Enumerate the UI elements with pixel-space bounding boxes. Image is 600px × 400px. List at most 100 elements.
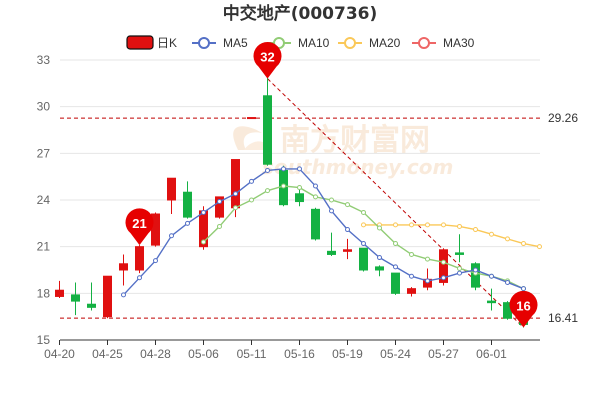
ma10-point: [297, 185, 302, 191]
ma20-point: [393, 222, 398, 228]
legend-label: MA20: [369, 36, 401, 50]
ma5-point: [313, 183, 318, 189]
ma10-point: [265, 188, 270, 194]
ma5-point: [265, 167, 270, 173]
candle: [295, 187, 304, 207]
ma20-line: [363, 224, 540, 248]
ma5-point: [345, 227, 350, 233]
ma10-point: [345, 202, 350, 208]
y-tick-label: 24: [37, 193, 51, 207]
candle-body: [359, 247, 368, 271]
legend-item-ma20[interactable]: MA20: [338, 36, 401, 50]
ma5-point: [521, 286, 526, 292]
ma10-point: [329, 197, 334, 203]
candle-body: [119, 263, 128, 271]
ma5-point: [457, 270, 462, 276]
candle-body: [343, 249, 352, 252]
ma5-point: [473, 267, 478, 273]
ma5-point: [505, 279, 510, 285]
ma5-point: [489, 273, 494, 279]
legend-label: 日K: [157, 36, 177, 50]
candle: [343, 238, 352, 260]
legend-circle-icon: [418, 37, 430, 49]
x-axis: 04-20 04-25 04-28 05-06 05-11 05-16 05-19 05-24…: [44, 339, 540, 361]
ma10-point: [313, 194, 318, 200]
trend-line-segment: [267, 78, 524, 328]
markers: 21 32 16: [125, 41, 538, 328]
ma5-point: [329, 208, 334, 214]
ma5-point: [201, 209, 206, 215]
ma10-point: [201, 239, 206, 245]
y-tick-label: 21: [37, 240, 51, 254]
candle-body: [439, 249, 448, 283]
candle: [87, 282, 96, 311]
ma5-point: [361, 241, 366, 247]
x-tick-label: 05-24: [380, 347, 411, 361]
candle-body: [391, 272, 400, 294]
candle: [167, 177, 176, 214]
legend-item-ma5[interactable]: MA5: [192, 36, 248, 50]
ma10-point: [457, 265, 462, 271]
legend-label: MA10: [298, 36, 330, 50]
x-tick-label: 05-06: [188, 347, 219, 361]
ma5-point: [425, 278, 430, 284]
chart-title: 中交地产(000736): [223, 3, 378, 24]
y-axis: 15 18 21 24 27 30 33: [37, 53, 51, 347]
ma20-point: [537, 244, 542, 250]
candle-body: [183, 191, 192, 218]
x-tick-label: 04-25: [92, 347, 123, 361]
candle-body: [167, 177, 176, 201]
reference-lines: 29.26 16.41: [60, 111, 578, 325]
ma5-point: [233, 191, 238, 197]
candle: [183, 181, 192, 219]
ma5-point: [121, 292, 126, 298]
candle: [455, 234, 464, 263]
ma20-point: [441, 222, 446, 228]
candle-body: [87, 303, 96, 308]
ma20-point: [489, 231, 494, 237]
ma20-point: [457, 223, 462, 229]
watermark-logo-icon: [233, 126, 268, 150]
candle: [407, 287, 416, 297]
candle: [135, 245, 144, 274]
y-tick-label: 15: [37, 333, 51, 347]
candle: [391, 272, 400, 295]
legend-label: MA30: [443, 36, 475, 50]
candle: [55, 280, 64, 298]
candles: [55, 77, 528, 328]
x-tick-label: 06-01: [476, 347, 507, 361]
ma20-point: [361, 222, 366, 228]
candle-body: [103, 275, 112, 318]
candle-body: [263, 95, 272, 165]
ma10-point: [441, 259, 446, 265]
ma20-point: [521, 241, 526, 247]
ma20-point: [425, 222, 430, 228]
marker-pin: [509, 290, 538, 328]
candle: [487, 288, 496, 311]
candle-body: [311, 208, 320, 240]
ma10-point: [281, 183, 286, 189]
candle-body: [55, 289, 64, 297]
price-marker: 32: [253, 41, 282, 79]
legend-item-ma30[interactable]: MA30: [412, 36, 475, 50]
ma5-point: [377, 255, 382, 261]
candle: [327, 232, 336, 256]
ma10-point: [217, 223, 222, 229]
ma5-point: [137, 275, 142, 281]
x-tick-label: 04-28: [140, 347, 171, 361]
legend-item-日k[interactable]: 日K: [126, 35, 177, 50]
ma5-point: [409, 273, 414, 279]
y-tick-label: 33: [37, 53, 51, 67]
y-tick-label: 27: [37, 146, 51, 160]
ma5-point: [249, 178, 254, 184]
marker-pin: [253, 41, 282, 79]
moving-averages: [121, 166, 542, 298]
legend-circle-icon: [198, 37, 210, 49]
ma10-point: [393, 241, 398, 247]
candle-body: [231, 159, 240, 209]
watermark-cn: 南方财富网: [280, 123, 430, 158]
candle: [375, 265, 384, 277]
ma10-point: [233, 205, 238, 211]
legend[interactable]: 日K MA5 MA10 MA20 MA30: [126, 35, 475, 50]
candle-body: [487, 300, 496, 304]
